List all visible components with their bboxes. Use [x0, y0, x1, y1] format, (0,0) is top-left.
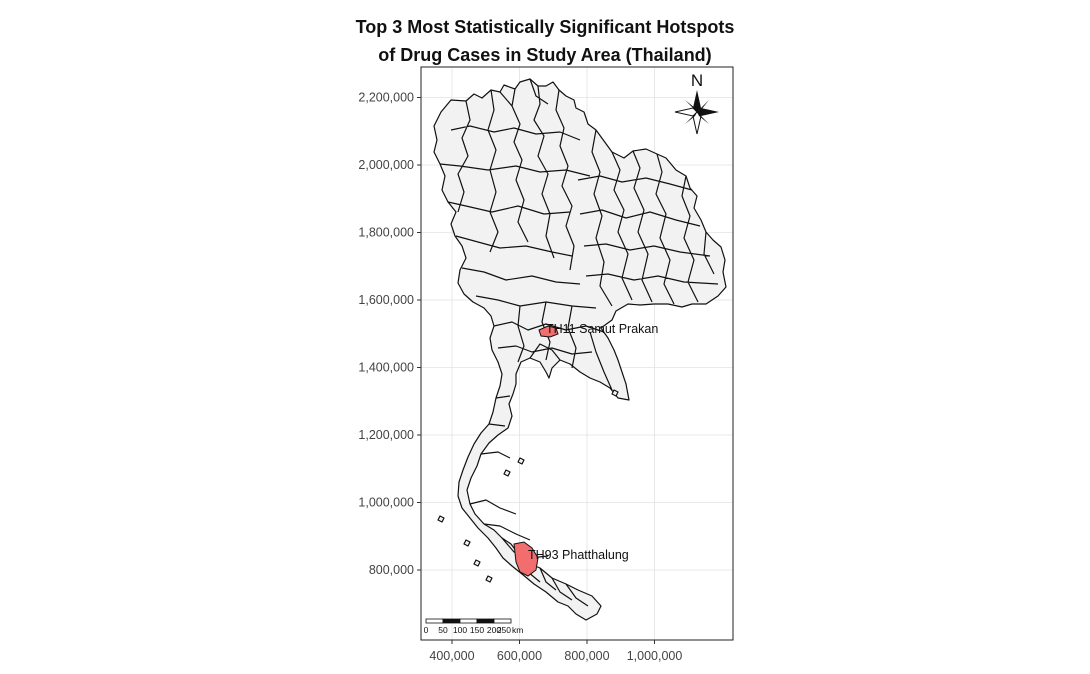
province-boundaries-northeast — [577, 129, 719, 307]
map-panel: TH11 Samut Prakan TH93 Phatthalung N 0 5… — [420, 66, 734, 641]
y-tick-label-0: 800,000 — [369, 563, 414, 577]
y-tick-label-1: 1,000,000 — [358, 496, 414, 510]
compass-rose-icon: N — [674, 71, 719, 135]
scale-unit-label: km — [512, 625, 523, 635]
x-tick-label-2: 800,000 — [564, 649, 609, 663]
north-arrow-needle — [693, 90, 701, 112]
x-axis: 400,000 600,000 800,000 1,000,000 — [429, 640, 682, 663]
scale-label-0: 0 — [424, 625, 429, 635]
map-title-line1: Top 3 Most Statistically Significant Hot… — [356, 17, 735, 37]
north-arrow-letter: N — [691, 71, 703, 90]
y-tick-label-7: 2,200,000 — [358, 91, 414, 105]
scale-label-100: 100 — [453, 625, 467, 635]
scale-label-250: 250 — [497, 625, 511, 635]
compass-diagonals — [685, 100, 709, 124]
province-boundaries-north — [439, 78, 597, 309]
x-tick-label-1: 600,000 — [497, 649, 542, 663]
x-tick-label-3: 1,000,000 — [627, 649, 683, 663]
scale-label-200: 200 — [487, 625, 501, 635]
y-tick-label-5: 1,800,000 — [358, 226, 414, 240]
scale-segment-2 — [442, 618, 461, 624]
y-tick-label-2: 1,200,000 — [358, 428, 414, 442]
y-tick-label-3: 1,400,000 — [358, 361, 414, 375]
y-tick-label-6: 2,000,000 — [358, 158, 414, 172]
scale-segment-3 — [459, 618, 478, 624]
map-title-line2: of Drug Cases in Study Area (Thailand) — [378, 45, 711, 65]
hotspot-layer — [513, 325, 559, 577]
scale-label-50: 50 — [438, 625, 448, 635]
hotspot-label-th93: TH93 Phatthalung — [528, 548, 629, 562]
x-tick-label-0: 400,000 — [429, 649, 474, 663]
hotspot-polygon-th93 — [513, 541, 539, 577]
island-shapes — [437, 389, 619, 583]
scale-segment-4 — [476, 618, 495, 624]
scale-bar: 0 50 100 150 200 250 km — [424, 618, 523, 635]
east-arrow-needle — [697, 108, 719, 116]
hotspot-label-th11: TH11 Samut Prakan — [546, 322, 658, 336]
panel-border — [420, 66, 734, 641]
y-tick-label-4: 1,600,000 — [358, 293, 414, 307]
scale-label-150: 150 — [470, 625, 484, 635]
scale-segment-5 — [493, 618, 512, 624]
scale-segment-1 — [425, 618, 444, 624]
hotspot-polygon-th11 — [538, 325, 559, 338]
y-axis: 800,000 1,000,000 1,200,000 1,400,000 1,600,… — [358, 91, 421, 577]
